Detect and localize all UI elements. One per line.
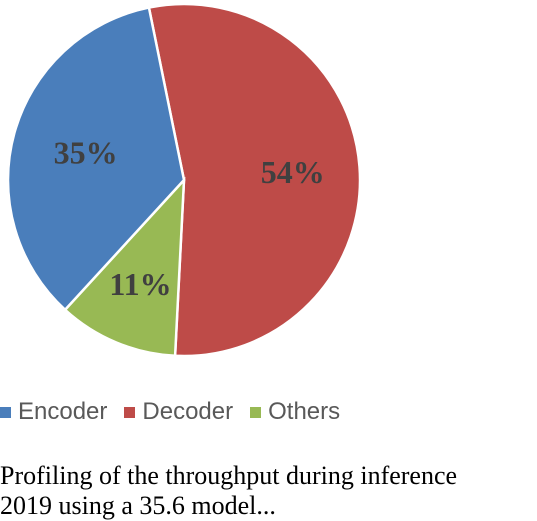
legend-label-decoder: Decoder bbox=[142, 398, 234, 425]
pie-chart: 54% 11% 35% bbox=[6, 2, 362, 358]
legend-swatch-decoder bbox=[124, 406, 136, 418]
legend-swatch-encoder bbox=[0, 406, 11, 418]
pie-slice-others bbox=[63, 176, 186, 358]
pie-slice-encoder bbox=[6, 6, 186, 312]
data-label-decoder: 54% bbox=[261, 154, 325, 190]
legend-label-others: Others bbox=[268, 398, 341, 425]
data-label-encoder: 35% bbox=[54, 135, 118, 171]
pie-slices bbox=[6, 2, 362, 358]
figure-caption: Profiling of the throughput during infer… bbox=[0, 461, 537, 521]
legend-item-others: Others bbox=[250, 398, 340, 426]
legend-swatch-others bbox=[250, 406, 262, 418]
chart-legend: Encoder Decoder Others bbox=[0, 395, 357, 429]
legend-item-decoder: Decoder bbox=[124, 398, 233, 426]
data-label-others: 11% bbox=[109, 266, 171, 302]
pie-slice-decoder bbox=[147, 2, 362, 358]
caption-line-1: Profiling of the throughput during infer… bbox=[0, 461, 458, 490]
legend-item-encoder: Encoder bbox=[0, 398, 107, 426]
legend-label-encoder: Encoder bbox=[18, 398, 108, 425]
pie-data-labels: 54% 11% 35% bbox=[54, 135, 325, 302]
caption-line-2: 2019 using a 35.6 model... bbox=[0, 491, 276, 520]
